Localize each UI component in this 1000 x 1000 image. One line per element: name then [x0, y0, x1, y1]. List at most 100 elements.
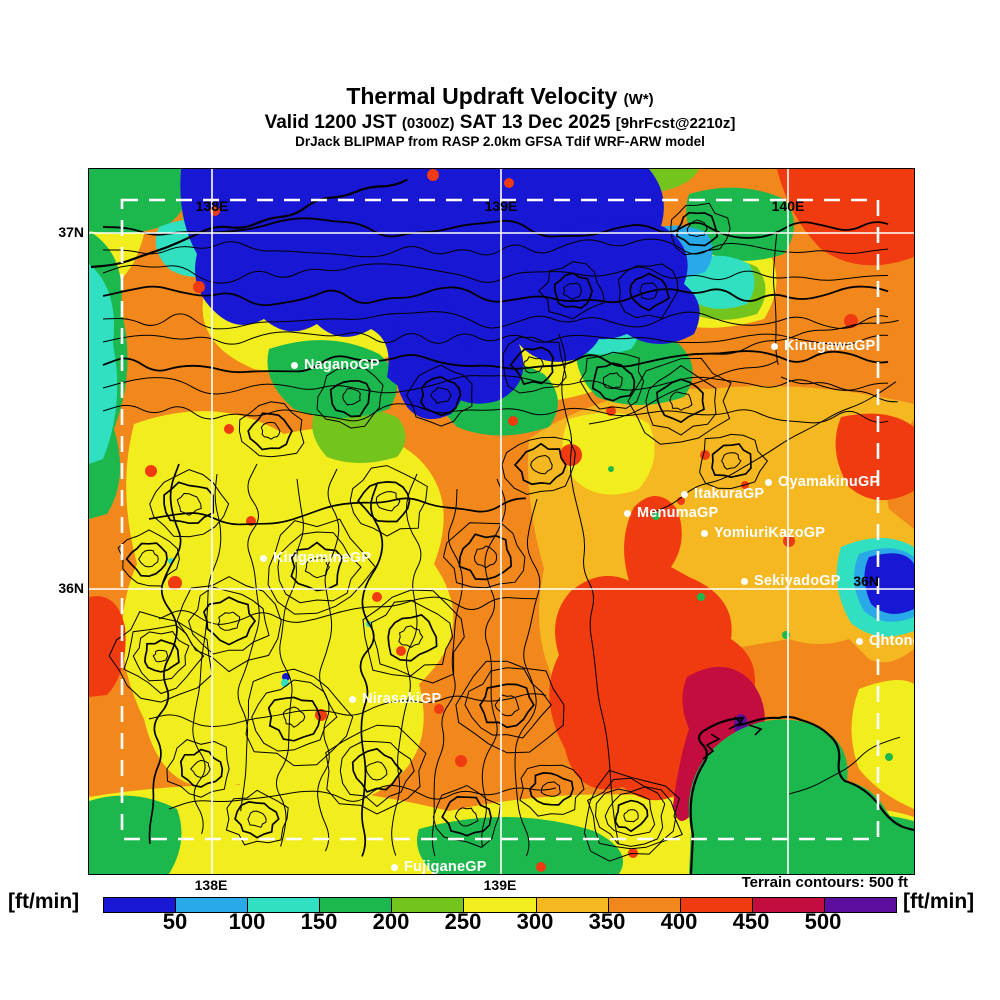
colorbar-value: 400 [660, 909, 698, 934]
terrain-contour-line [149, 469, 230, 538]
terrain-contour-line [163, 481, 215, 525]
thermal-velocity-heatmap [89, 169, 914, 874]
colorbar-value: 200 [372, 909, 410, 934]
terrain-contour-line [102, 285, 889, 307]
terrain-contour-line [645, 364, 717, 436]
chart-title: Thermal Updraft Velocity (W*) [346, 83, 654, 109]
terrain-contour-line [602, 372, 623, 390]
terrain-contour-line [519, 764, 585, 817]
terrain-contour-line [405, 364, 473, 427]
terrain-contours [90, 178, 901, 862]
terrain-contour-line [102, 403, 889, 424]
colorbar-segment [392, 898, 465, 912]
terrain-contour-line [102, 217, 889, 239]
terrain-contour-line [708, 319, 899, 355]
terrain-contour-line [656, 378, 705, 424]
terrain-contour-line [357, 481, 411, 523]
terrain-contour-line [614, 799, 649, 833]
terrain-contour-line [316, 367, 384, 429]
terrain-contour-line [247, 412, 293, 451]
terrain-contour-line [591, 362, 636, 402]
terrain-contour-line [523, 356, 544, 374]
terrain-contour-line [430, 387, 452, 405]
terrain-contour-line [375, 491, 401, 512]
terrain-contour-line [148, 497, 526, 526]
colorbar-segment [464, 898, 537, 912]
terrain-contour-line [349, 465, 428, 537]
terrain-contour-line [780, 376, 898, 403]
meridian-label-bottom: 138E [194, 877, 228, 893]
terrain-contour-line [329, 379, 371, 418]
terrain-contour-line [772, 230, 779, 366]
terrain-contour-line [342, 387, 361, 406]
colorbar-segment [608, 898, 681, 912]
terrain-contour-line [260, 421, 281, 440]
terrain-contour-line [138, 549, 159, 568]
terrain-contour-line [473, 545, 498, 569]
terrain-contour-line [391, 473, 422, 856]
terrain-contour-line [251, 679, 338, 752]
terrain-contour-line [234, 801, 280, 839]
unit-label-left: [ft/min] [8, 890, 80, 913]
terrain-contour-line [103, 238, 889, 258]
terrain-contour-line [102, 350, 889, 374]
terrain-contour-line [441, 796, 492, 837]
colorbar-value: 300 [516, 909, 554, 934]
terrain-contour-line [494, 694, 520, 717]
forecast-map-canvas: 138E 139E 140E 36N NaganoGP KinugawaGP Oyamak… [88, 168, 915, 875]
terrain-contour-line [102, 311, 889, 330]
terrain-contour-line [370, 599, 454, 677]
terrain-contour-line [217, 611, 241, 631]
colorbar-value: 500 [804, 909, 842, 934]
terrain-contour-line [102, 331, 889, 346]
terrain-contour-line [282, 706, 306, 728]
colorbar-values: 50 100 150 200 250 300 350 400 450 500 [103, 909, 895, 937]
terrain-contour-line [627, 357, 732, 445]
header: Thermal Updraft Velocity (W*) Valid 1200… [0, 83, 1000, 149]
terrain-contour-line [528, 772, 574, 806]
terrain-contour-line [176, 492, 202, 516]
terrain-contour-line [267, 518, 377, 615]
terrain-contour-line [501, 436, 576, 495]
terrain-contour-line [359, 483, 384, 857]
terrain-contour-line [588, 360, 778, 425]
colorbar-segment [752, 898, 825, 912]
terrain-contour-line [675, 211, 719, 247]
terrain-contour-line [148, 693, 547, 728]
terrain-contour-line [481, 478, 506, 847]
terrain-contour-line [431, 488, 463, 857]
terrain-contour-line [553, 272, 593, 310]
terrain-contour-line [629, 272, 670, 312]
terrain-contour-line [454, 807, 479, 827]
terrain-contour-note: Terrain contours: 500 ft [741, 874, 908, 891]
terrain-contour-line [365, 761, 388, 781]
terrain-contour-line [586, 777, 677, 850]
terrain-contour-line [102, 375, 889, 395]
terrain-contour-line [509, 346, 555, 386]
terrain-contour-line [362, 589, 465, 684]
terrain-contour-line [540, 781, 561, 797]
zulu-time: (0300Z) [401, 114, 455, 132]
terrain-contour-line [188, 586, 270, 655]
terrain-contour-line [247, 810, 267, 828]
terrain-contour-line [699, 433, 769, 490]
terrain-contour-line [514, 498, 541, 857]
colorbar [103, 897, 897, 913]
terrain-contour-line [686, 219, 708, 238]
terrain-contour-line [267, 696, 321, 742]
latlon-gridlines [89, 169, 914, 874]
terrain-contour-line [502, 336, 567, 394]
terrain-contour-line [108, 610, 213, 703]
terrain-contour-line [202, 596, 257, 646]
terrain-contour-line [387, 613, 438, 662]
terrain-contour-line [351, 747, 403, 793]
terrain-contour-line [132, 631, 190, 682]
terrain-contour-line [152, 649, 169, 663]
unit-label-right: [ft/min] [903, 890, 975, 913]
terrain-contour-line [432, 784, 502, 848]
valid-time-line: Valid 1200 JST (0300Z) SAT 13 Dec 2025 [… [264, 111, 736, 133]
terrain-contour-line [538, 261, 606, 320]
terrain-contour-line [442, 522, 526, 589]
colorbar-value: 350 [588, 909, 626, 934]
